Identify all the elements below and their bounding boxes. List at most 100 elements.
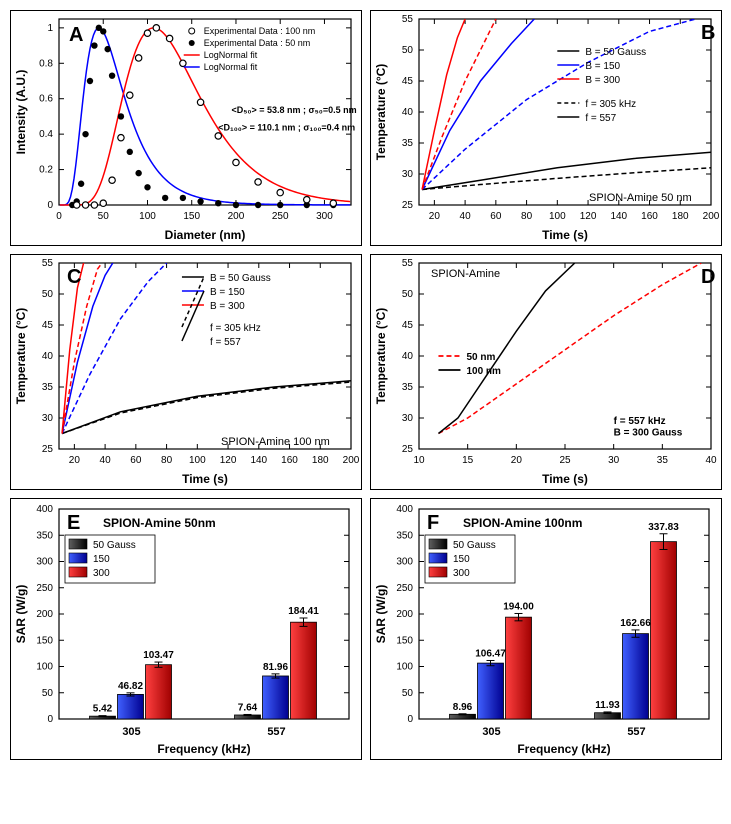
svg-text:400: 400 — [36, 504, 53, 515]
svg-text:E: E — [67, 512, 80, 534]
svg-text:30: 30 — [42, 413, 54, 424]
panel-e: 0501001502002503003504003055.4246.82103.… — [10, 498, 362, 760]
svg-text:0.4: 0.4 — [39, 129, 53, 140]
svg-text:SPION-Amine 100nm: SPION-Amine 100nm — [463, 516, 582, 530]
svg-text:C: C — [67, 266, 81, 288]
panel-b: 2040608010012014016018020025303540455055… — [370, 10, 722, 246]
svg-text:150: 150 — [183, 211, 200, 222]
svg-text:35: 35 — [657, 455, 669, 466]
svg-text:100: 100 — [189, 455, 206, 466]
svg-text:50: 50 — [402, 45, 414, 56]
svg-text:200: 200 — [228, 211, 245, 222]
svg-text:400: 400 — [396, 504, 413, 515]
svg-text:f = 557: f = 557 — [210, 337, 241, 348]
svg-text:50 Gauss: 50 Gauss — [93, 540, 136, 551]
svg-text:A: A — [69, 24, 83, 46]
svg-text:Experimental Data : 100 nm: Experimental Data : 100 nm — [204, 26, 316, 36]
svg-text:305: 305 — [482, 726, 500, 738]
svg-text:200: 200 — [36, 609, 53, 620]
svg-text:40: 40 — [100, 455, 112, 466]
svg-text:557: 557 — [627, 726, 645, 738]
svg-text:0.2: 0.2 — [39, 165, 53, 176]
svg-text:25: 25 — [559, 455, 571, 466]
svg-text:40: 40 — [402, 107, 414, 118]
svg-text:LogNormal fit: LogNormal fit — [204, 62, 258, 72]
svg-text:Frequency (kHz): Frequency (kHz) — [517, 742, 610, 756]
panel-f: 0501001502002503003504003058.96106.47194… — [370, 498, 722, 760]
panel-c: 2040608010012014016018020025303540455055… — [10, 254, 362, 490]
svg-text:B = 300: B = 300 — [210, 301, 245, 312]
svg-text:5.42: 5.42 — [93, 704, 113, 715]
svg-text:180: 180 — [672, 211, 689, 222]
svg-text:40: 40 — [402, 351, 414, 362]
svg-text:60: 60 — [490, 211, 502, 222]
svg-text:Time (s): Time (s) — [542, 472, 588, 486]
svg-text:55: 55 — [402, 258, 414, 269]
svg-text:B = 50 Gauss: B = 50 Gauss — [585, 47, 646, 58]
svg-text:120: 120 — [220, 455, 237, 466]
svg-text:35: 35 — [42, 382, 54, 393]
svg-text:F: F — [427, 512, 439, 534]
svg-text:SPION-Amine 50 nm: SPION-Amine 50 nm — [589, 192, 692, 204]
svg-text:81.96: 81.96 — [263, 662, 288, 673]
svg-text:<D₅₀> = 53.8 nm ; σ₅₀=0.5 nm: <D₅₀> = 53.8 nm ; σ₅₀=0.5 nm — [232, 105, 357, 115]
svg-text:557: 557 — [267, 726, 285, 738]
svg-text:SPION-Amine 50nm: SPION-Amine 50nm — [103, 516, 216, 530]
svg-text:Experimental Data : 50 nm: Experimental Data : 50 nm — [204, 38, 311, 48]
svg-text:25: 25 — [42, 444, 54, 455]
svg-text:50: 50 — [402, 289, 414, 300]
svg-text:40: 40 — [460, 211, 472, 222]
svg-text:B = 300 Gauss: B = 300 Gauss — [614, 427, 683, 438]
svg-text:f = 557 kHz: f = 557 kHz — [614, 416, 666, 427]
svg-text:B: B — [701, 22, 715, 44]
svg-text:50: 50 — [402, 688, 414, 699]
svg-text:250: 250 — [396, 583, 413, 594]
svg-text:160: 160 — [641, 211, 658, 222]
svg-text:180: 180 — [312, 455, 329, 466]
svg-text:305: 305 — [122, 726, 140, 738]
panel-d: 1015202530354025303540455055Time (s)Temp… — [370, 254, 722, 490]
svg-text:337.83: 337.83 — [648, 522, 679, 533]
svg-text:Frequency (kHz): Frequency (kHz) — [157, 742, 250, 756]
svg-text:50 nm: 50 nm — [466, 352, 495, 363]
svg-text:40: 40 — [705, 455, 717, 466]
svg-text:50: 50 — [42, 289, 54, 300]
svg-text:200: 200 — [396, 609, 413, 620]
svg-text:150: 150 — [453, 554, 470, 565]
svg-text:f = 305 kHz: f = 305 kHz — [585, 99, 636, 110]
svg-text:20: 20 — [69, 455, 81, 466]
svg-text:300: 300 — [453, 568, 470, 579]
svg-text:30: 30 — [608, 455, 620, 466]
svg-text:300: 300 — [93, 568, 110, 579]
svg-text:120: 120 — [580, 211, 597, 222]
svg-text:194.00: 194.00 — [503, 601, 534, 612]
svg-text:Temperature (°C): Temperature (°C) — [14, 308, 28, 405]
svg-text:SPION-Amine 100 nm: SPION-Amine 100 nm — [221, 436, 330, 448]
svg-text:SPION-Amine: SPION-Amine — [431, 268, 500, 280]
svg-text:SAR (W/g): SAR (W/g) — [14, 585, 28, 644]
svg-text:f = 557: f = 557 — [585, 113, 616, 124]
svg-text:150: 150 — [36, 635, 53, 646]
svg-text:0: 0 — [47, 200, 53, 211]
svg-text:1: 1 — [47, 23, 53, 34]
svg-text:300: 300 — [396, 557, 413, 568]
svg-text:0.8: 0.8 — [39, 58, 53, 69]
svg-text:40: 40 — [42, 351, 54, 362]
svg-text:50: 50 — [42, 688, 54, 699]
svg-text:162.66: 162.66 — [620, 618, 651, 629]
svg-text:25: 25 — [402, 200, 414, 211]
svg-text:45: 45 — [42, 320, 54, 331]
svg-text:11.93: 11.93 — [595, 700, 620, 711]
svg-text:Intensity (A.U.): Intensity (A.U.) — [14, 70, 28, 155]
svg-text:250: 250 — [36, 583, 53, 594]
svg-text:200: 200 — [703, 211, 720, 222]
svg-text:150: 150 — [396, 635, 413, 646]
svg-text:100: 100 — [139, 211, 156, 222]
svg-text:45: 45 — [402, 76, 414, 87]
svg-text:8.96: 8.96 — [453, 702, 473, 713]
svg-text:80: 80 — [161, 455, 173, 466]
svg-text:Time (s): Time (s) — [542, 228, 588, 242]
svg-text:B = 50 Gauss: B = 50 Gauss — [210, 273, 271, 284]
svg-text:SAR (W/g): SAR (W/g) — [374, 585, 388, 644]
svg-text:LogNormal fit: LogNormal fit — [204, 50, 258, 60]
